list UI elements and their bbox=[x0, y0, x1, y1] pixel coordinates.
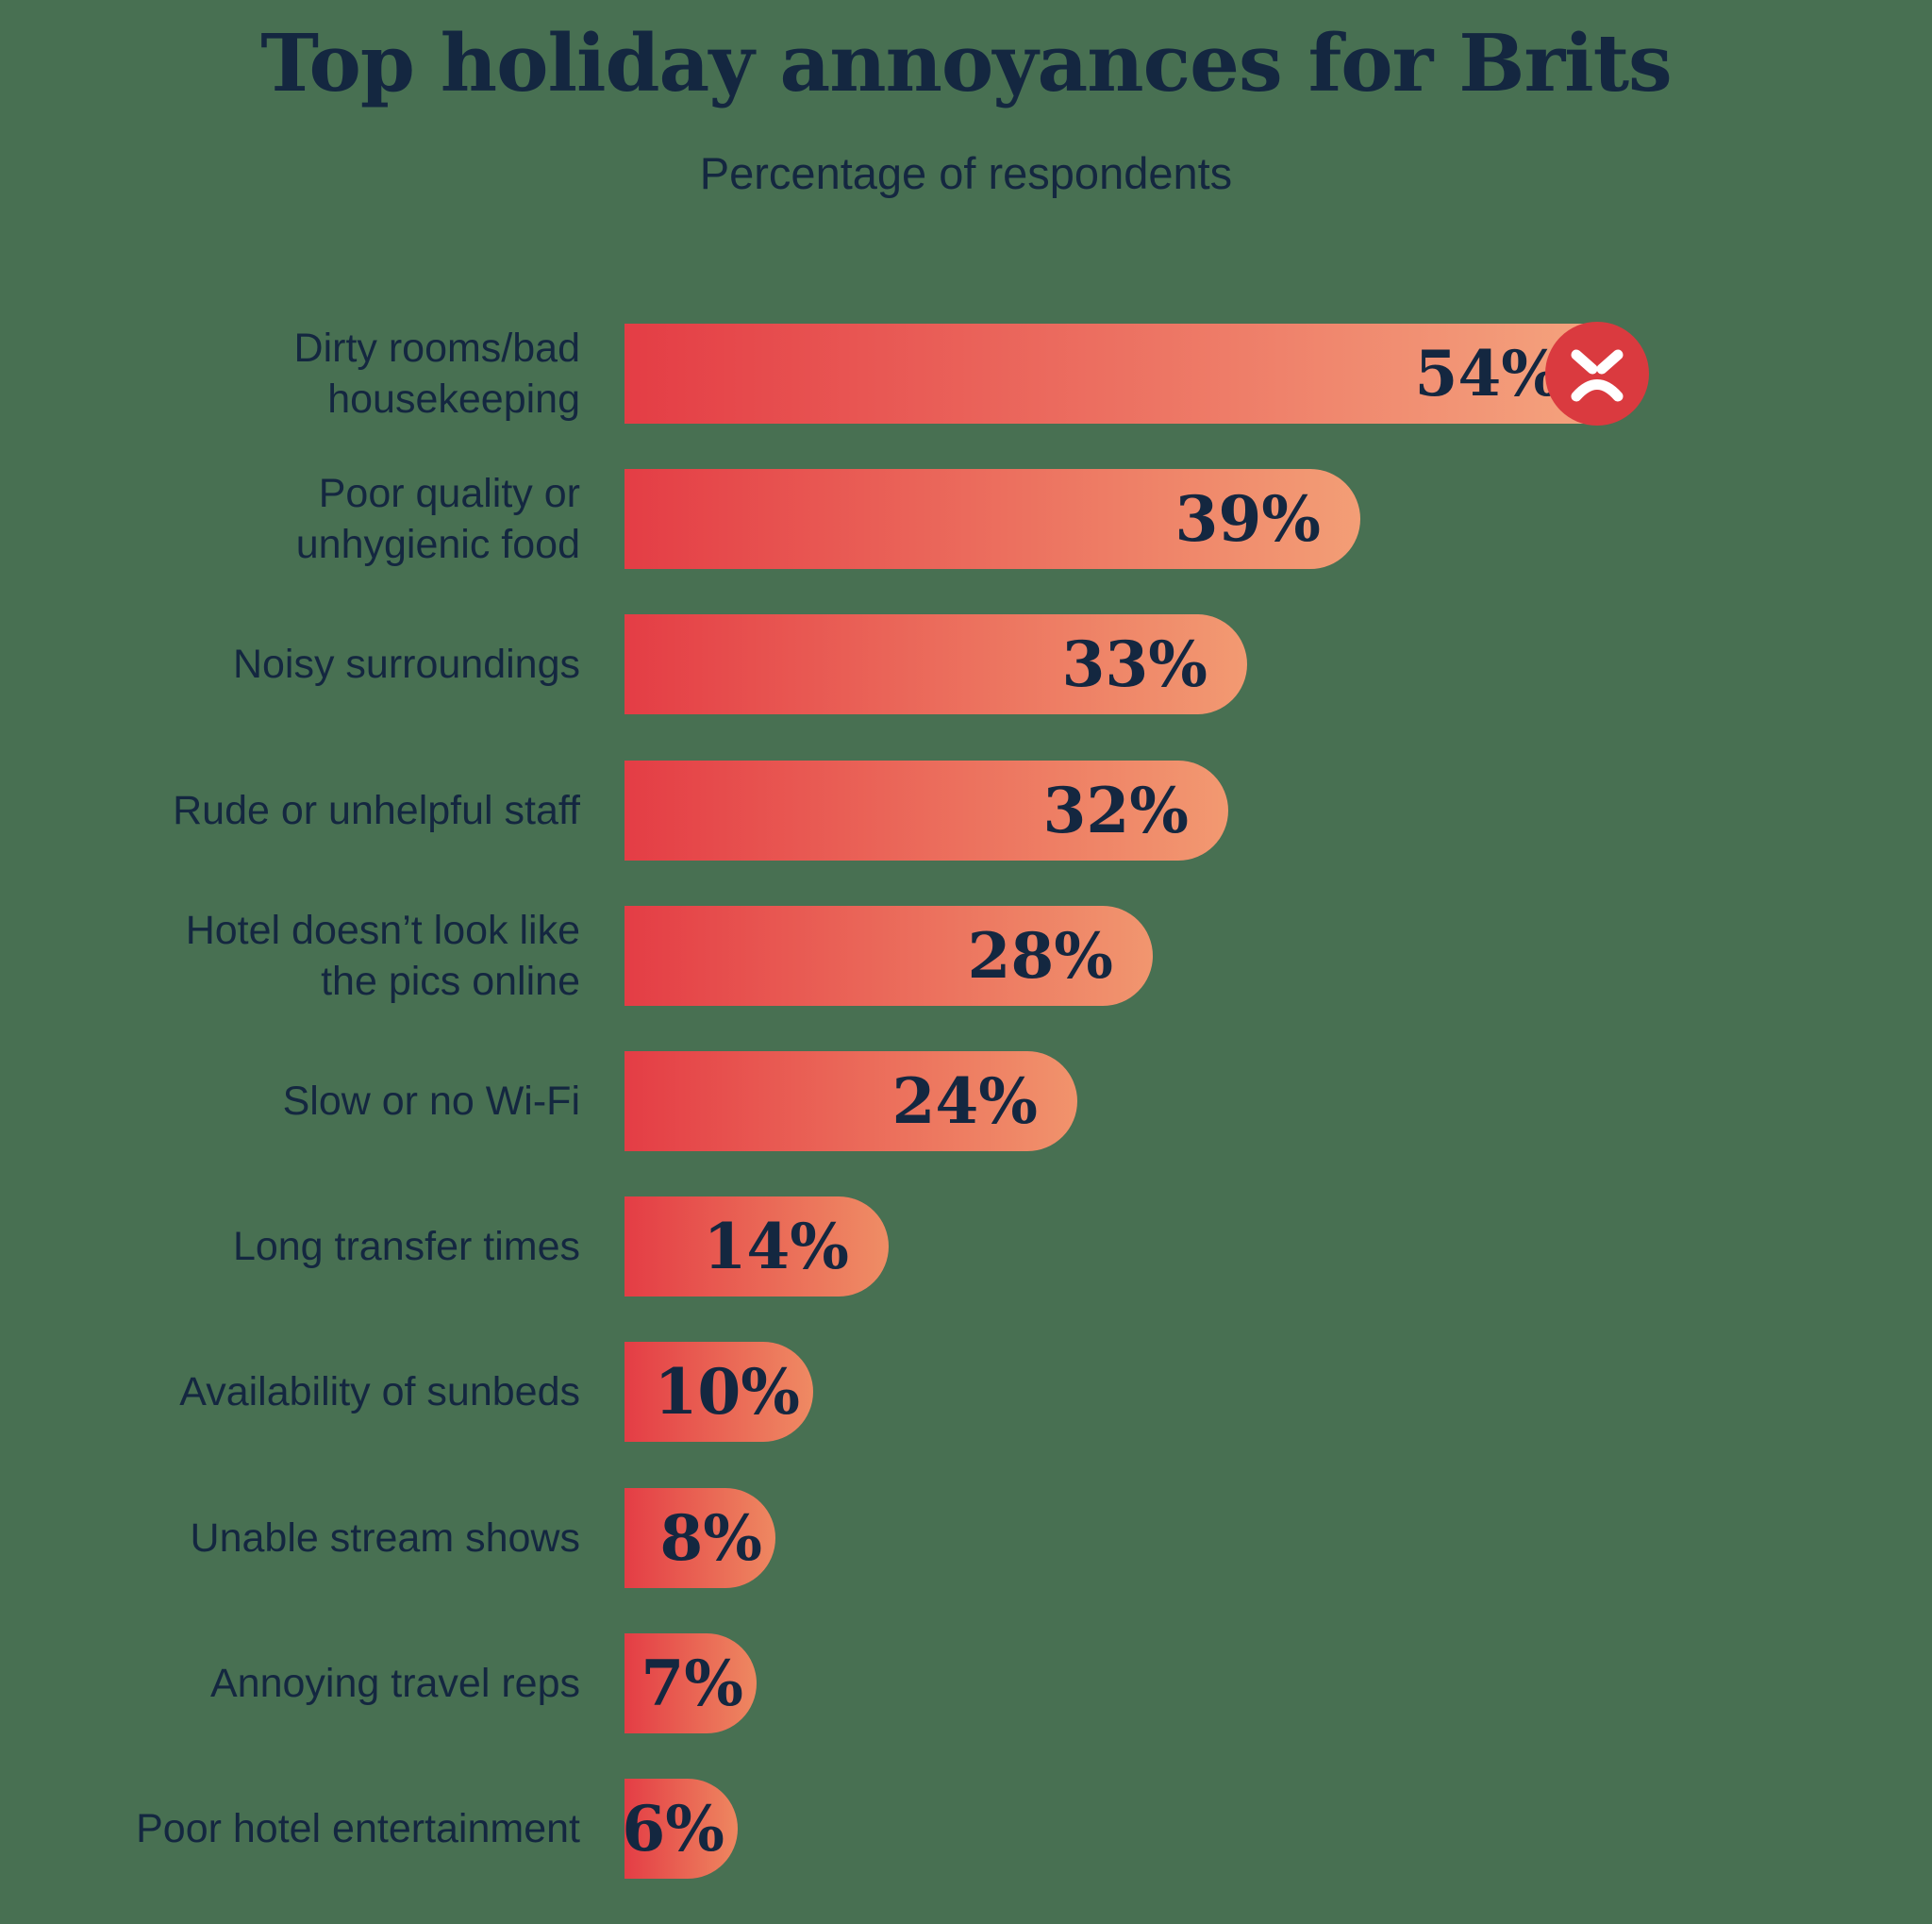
bar-label: Long transfer times bbox=[232, 1224, 580, 1270]
value-label: 24% bbox=[891, 1063, 1038, 1138]
bar-row: Long transfer times 14% bbox=[0, 1196, 1932, 1297]
bar-track: 6% bbox=[622, 1778, 1932, 1879]
bar-fill: 6% bbox=[622, 1778, 738, 1879]
bar-label: Availability of sunbeds bbox=[179, 1369, 580, 1415]
bar-track: 8% bbox=[625, 1487, 1932, 1588]
bar-chart: Dirty rooms/bad housekeeping 54% Poor qu… bbox=[0, 322, 1932, 1924]
bar-label: Poor quality or unhygienic food bbox=[295, 471, 580, 568]
bar-fill: 7% bbox=[625, 1632, 757, 1733]
bar-row: Rude or unhelpful staff 32% bbox=[0, 760, 1932, 861]
bar-fill: 32% bbox=[625, 760, 1228, 861]
bar-label: Dirty rooms/bad housekeeping bbox=[293, 326, 580, 422]
bar-fill: 24% bbox=[625, 1050, 1077, 1151]
bar-label: Poor hotel entertainment bbox=[136, 1805, 580, 1851]
frown-mouth bbox=[1571, 379, 1624, 402]
value-label: 33% bbox=[1061, 627, 1208, 702]
value-label: 10% bbox=[654, 1355, 800, 1430]
bar-row: Noisy surroundings 33% bbox=[0, 614, 1932, 715]
chart-subtitle: Percentage of respondents bbox=[699, 148, 1233, 198]
bar-label: Rude or unhelpful staff bbox=[173, 787, 580, 833]
bar-track: 24% bbox=[625, 1050, 1932, 1151]
page-title: Top holiday annoyances for Brits bbox=[260, 17, 1673, 109]
angry-eye-left bbox=[1571, 349, 1598, 375]
angry-face-icon bbox=[1545, 322, 1649, 426]
value-label: 28% bbox=[967, 918, 1113, 993]
bar-track: 10% bbox=[625, 1342, 1932, 1443]
value-label: 6% bbox=[622, 1791, 724, 1865]
bar-label: Noisy surroundings bbox=[232, 642, 580, 688]
bar-fill: 28% bbox=[625, 905, 1153, 1006]
value-label: 39% bbox=[1174, 482, 1321, 557]
bar-row: Slow or no Wi-Fi 24% bbox=[0, 1050, 1932, 1151]
bar-label: Unable stream shows bbox=[190, 1514, 580, 1561]
value-label: 7% bbox=[641, 1646, 743, 1720]
bar-row: Availability of sunbeds 10% bbox=[0, 1342, 1932, 1443]
value-label: 32% bbox=[1042, 773, 1189, 847]
bar-row: Unable stream shows 8% bbox=[0, 1487, 1932, 1588]
bar-row: Annoying travel reps 7% bbox=[0, 1632, 1932, 1733]
bar-track: 39% bbox=[625, 469, 1932, 570]
bar-fill: 14% bbox=[625, 1196, 889, 1297]
bar-track: 14% bbox=[625, 1196, 1932, 1297]
bar-track: 32% bbox=[625, 760, 1932, 861]
bar-track: 7% bbox=[625, 1632, 1932, 1733]
bar-fill: 33% bbox=[625, 614, 1247, 715]
bar-fill: 39% bbox=[625, 469, 1360, 570]
value-label: 8% bbox=[659, 1500, 762, 1575]
angry-eye-right bbox=[1596, 349, 1624, 375]
bar-label: Annoying travel reps bbox=[210, 1660, 580, 1706]
bar-fill: 10% bbox=[625, 1342, 813, 1443]
value-label: 54% bbox=[1414, 337, 1560, 410]
bar-track: 28% bbox=[625, 905, 1932, 1006]
bar-fill: 8% bbox=[625, 1487, 775, 1588]
bar-row: Hotel doesn’t look like the pics online … bbox=[0, 905, 1932, 1006]
bar-label: Hotel doesn’t look like the pics online bbox=[185, 907, 580, 1004]
bar-track: 54% bbox=[625, 322, 1932, 426]
bar-fill: 54% bbox=[625, 322, 1649, 426]
value-label: 14% bbox=[703, 1210, 849, 1284]
bar-row: Dirty rooms/bad housekeeping 54% bbox=[0, 322, 1932, 426]
bar-row: Poor hotel entertainment 6% bbox=[0, 1778, 1932, 1879]
bar-label: Slow or no Wi-Fi bbox=[282, 1078, 580, 1124]
bar-row: Poor quality or unhygienic food 39% bbox=[0, 469, 1932, 570]
bar-track: 33% bbox=[625, 614, 1932, 715]
